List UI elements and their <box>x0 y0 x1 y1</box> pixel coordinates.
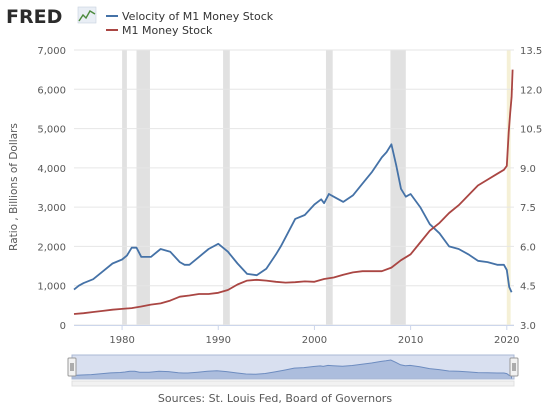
source-text: Sources: St. Louis Fed, Board of Governo… <box>158 392 392 405</box>
navigator-scrollbar[interactable] <box>71 380 515 387</box>
y-left-tick-label: 2,000 <box>37 242 66 253</box>
y-left-tick-label: 7,000 <box>37 46 66 57</box>
fred-logo-text: FRED <box>6 6 62 28</box>
y-left-tick-label: 6,000 <box>37 85 66 96</box>
y-right-tick-label: 4.5 <box>520 282 536 293</box>
y-left-tick-label: 5,000 <box>37 125 66 136</box>
recession-bar <box>390 50 406 325</box>
y-left-tick-label: 1,000 <box>37 282 66 293</box>
y-right-tick-label: 7.5 <box>520 203 536 214</box>
series-line-m1-money-stock <box>73 69 514 315</box>
y-axis-right: 3.0 4.5 6.0 7.5 9.0 10.5 12.0 13.5 <box>520 46 542 332</box>
x-tick-label: 1990 <box>206 335 231 346</box>
y-right-tick-label: 6.0 <box>520 242 536 253</box>
y-axis-left-title: Ratio , Billions of Dollars <box>8 123 20 251</box>
legend-label: M1 Money Stock <box>122 24 213 37</box>
series-lines <box>73 69 514 315</box>
fred-logo-graph-icon <box>77 6 97 24</box>
recession-bar <box>136 50 150 325</box>
x-tick-label: 2020 <box>494 335 519 346</box>
fred-logo[interactable]: FRED <box>6 6 97 28</box>
navigator-selected-range[interactable] <box>71 354 515 380</box>
recession-bar <box>325 50 333 325</box>
y-right-tick-label: 3.0 <box>520 321 536 332</box>
series-line-velocity-of-m1-money-stock <box>73 143 513 293</box>
legend-label: Velocity of M1 Money Stock <box>122 10 274 23</box>
x-axis: 1980 1990 2000 2010 2020 <box>74 325 520 346</box>
x-tick-label: 2010 <box>398 335 423 346</box>
y-left-tick-label: 4,000 <box>37 164 66 175</box>
recession-bar <box>122 50 127 325</box>
range-navigator[interactable] <box>67 354 519 387</box>
y-right-tick-label: 10.5 <box>520 125 542 136</box>
y-left-tick-label: 3,000 <box>37 203 66 214</box>
y-right-tick-label: 9.0 <box>520 164 536 175</box>
recession-bar <box>506 50 511 325</box>
y-left-tick-label: 0 <box>60 321 66 332</box>
x-tick-label: 1980 <box>109 335 134 346</box>
x-tick-label: 2000 <box>302 335 327 346</box>
y-right-tick-label: 13.5 <box>520 46 542 57</box>
navigator-mini-series <box>71 359 513 380</box>
recession-bar <box>223 50 230 325</box>
y-axis-left: 0 1,000 2,000 3,000 4,000 5,000 6,000 7,000 <box>37 46 66 332</box>
recession-shading <box>122 50 511 325</box>
navigator-handle-left[interactable] <box>67 357 77 377</box>
navigator-handle-right[interactable] <box>509 357 519 377</box>
y-right-tick-label: 12.0 <box>520 85 542 96</box>
